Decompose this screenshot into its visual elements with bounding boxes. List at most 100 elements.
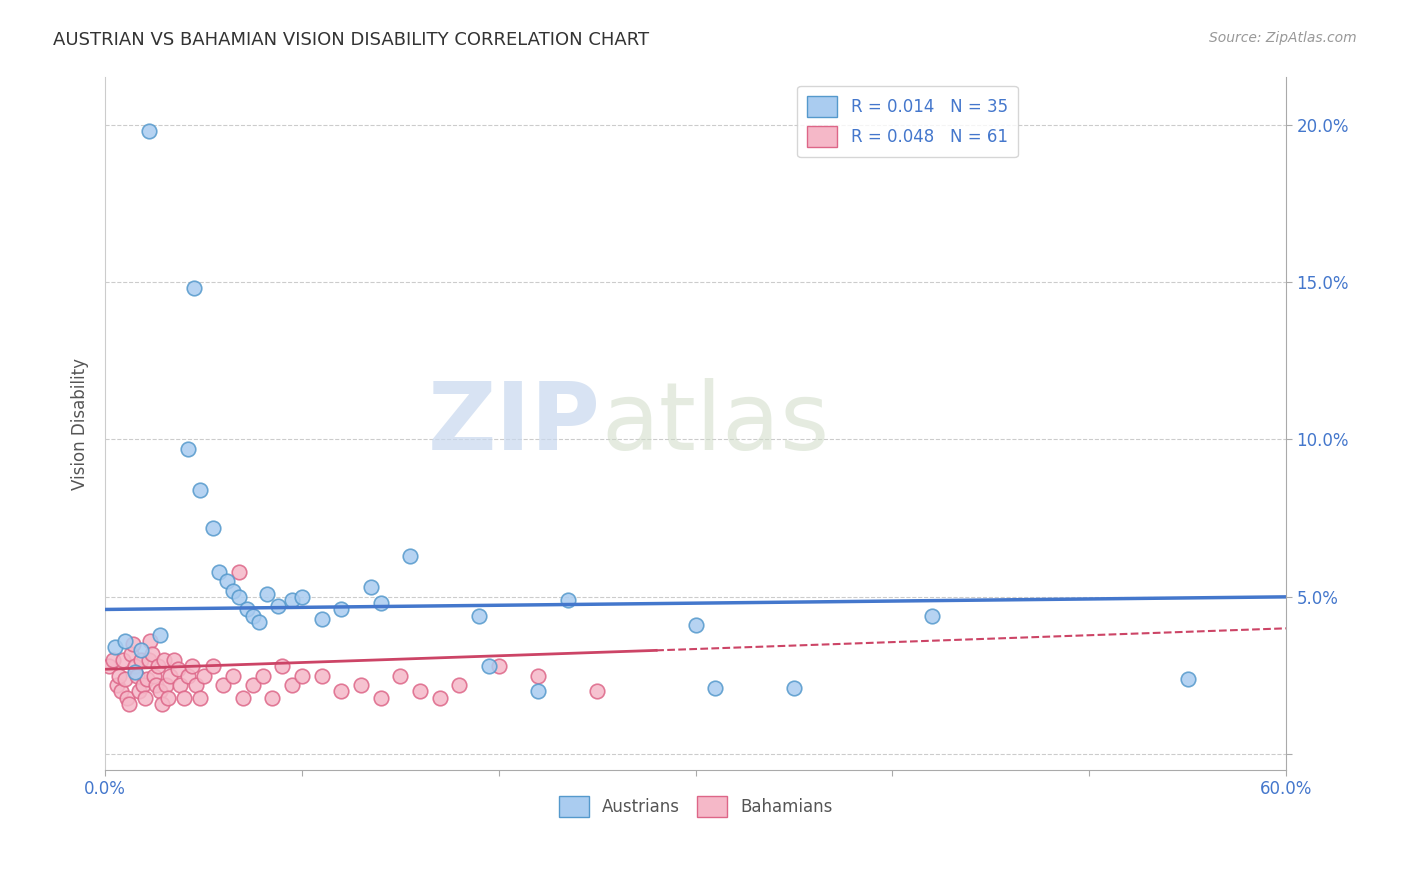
Point — [101, 653, 124, 667]
Point — [360, 581, 382, 595]
Point — [271, 659, 294, 673]
Text: atlas: atlas — [602, 377, 830, 470]
Point — [124, 659, 146, 673]
Point — [173, 690, 195, 705]
Text: ZIP: ZIP — [429, 377, 602, 470]
Point — [330, 684, 353, 698]
Point — [150, 697, 173, 711]
Point — [138, 124, 160, 138]
Point — [281, 678, 304, 692]
Point — [128, 684, 150, 698]
Point — [449, 678, 471, 692]
Point — [188, 483, 211, 497]
Point — [177, 668, 200, 682]
Point — [129, 643, 152, 657]
Point — [114, 672, 136, 686]
Point — [104, 640, 127, 655]
Point — [110, 684, 132, 698]
Point — [685, 618, 707, 632]
Point — [157, 690, 180, 705]
Point — [184, 678, 207, 692]
Point — [242, 678, 264, 692]
Point — [704, 681, 727, 695]
Point — [139, 634, 162, 648]
Point — [208, 565, 231, 579]
Point — [159, 668, 181, 682]
Point — [202, 520, 225, 534]
Point — [262, 690, 284, 705]
Point — [121, 637, 143, 651]
Point — [236, 602, 259, 616]
Legend: Austrians, Bahamians: Austrians, Bahamians — [553, 789, 839, 824]
Point — [167, 662, 190, 676]
Point — [129, 653, 152, 667]
Point — [1177, 672, 1199, 686]
Point — [183, 281, 205, 295]
Point — [143, 668, 166, 682]
Point — [222, 668, 245, 682]
Point — [177, 442, 200, 456]
Point — [252, 668, 274, 682]
Point — [169, 678, 191, 692]
Point — [350, 678, 373, 692]
Text: Source: ZipAtlas.com: Source: ZipAtlas.com — [1209, 31, 1357, 45]
Point — [115, 690, 138, 705]
Point — [163, 653, 186, 667]
Point — [311, 612, 333, 626]
Point — [118, 697, 141, 711]
Point — [135, 672, 157, 686]
Point — [399, 549, 422, 563]
Point — [232, 690, 254, 705]
Point — [291, 590, 314, 604]
Point — [141, 647, 163, 661]
Point — [330, 602, 353, 616]
Point — [389, 668, 412, 682]
Point — [134, 690, 156, 705]
Point — [124, 665, 146, 680]
Point — [242, 608, 264, 623]
Point — [557, 593, 579, 607]
Point — [120, 647, 142, 661]
Point — [370, 596, 392, 610]
Point — [155, 678, 177, 692]
Point — [281, 593, 304, 607]
Point — [921, 608, 943, 623]
Point — [256, 587, 278, 601]
Point — [217, 574, 239, 588]
Point — [429, 690, 451, 705]
Point — [105, 678, 128, 692]
Point — [180, 659, 202, 673]
Point — [586, 684, 609, 698]
Point — [125, 668, 148, 682]
Point — [114, 634, 136, 648]
Point — [267, 599, 290, 614]
Point — [468, 608, 491, 623]
Point — [108, 668, 131, 682]
Point — [193, 668, 215, 682]
Point — [247, 615, 270, 629]
Point — [311, 668, 333, 682]
Point — [148, 659, 170, 673]
Point — [98, 659, 121, 673]
Text: AUSTRIAN VS BAHAMIAN VISION DISABILITY CORRELATION CHART: AUSTRIAN VS BAHAMIAN VISION DISABILITY C… — [53, 31, 650, 49]
Point — [149, 627, 172, 641]
Point — [202, 659, 225, 673]
Point — [488, 659, 510, 673]
Point — [131, 678, 153, 692]
Point — [153, 653, 176, 667]
Point — [212, 678, 235, 692]
Point — [228, 590, 250, 604]
Point — [145, 678, 167, 692]
Point — [149, 684, 172, 698]
Point — [527, 684, 550, 698]
Point — [527, 668, 550, 682]
Point — [138, 653, 160, 667]
Point — [188, 690, 211, 705]
Point — [409, 684, 432, 698]
Y-axis label: Vision Disability: Vision Disability — [72, 358, 89, 490]
Point — [370, 690, 392, 705]
Point — [228, 565, 250, 579]
Point — [111, 653, 134, 667]
Point — [291, 668, 314, 682]
Point — [478, 659, 501, 673]
